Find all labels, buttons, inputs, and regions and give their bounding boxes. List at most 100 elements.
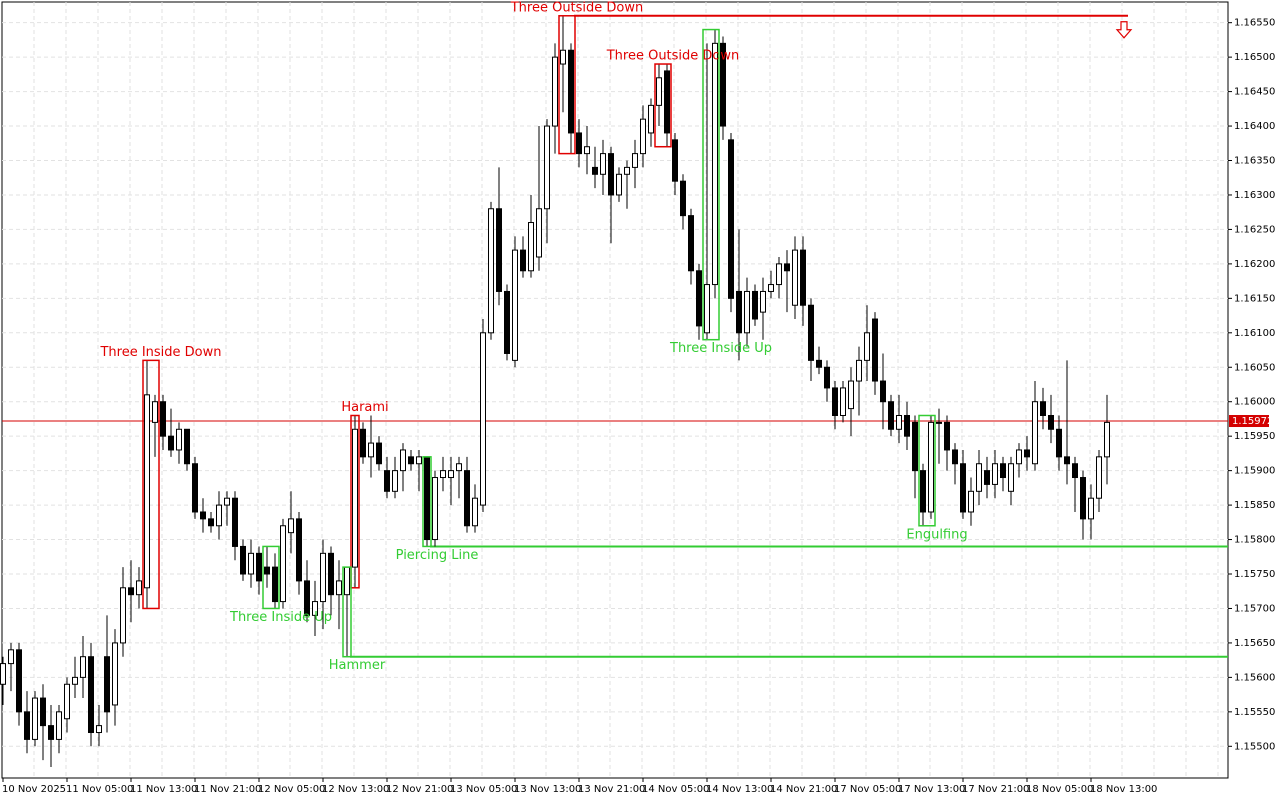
candle-body	[856, 359, 862, 382]
candle-body	[120, 587, 126, 644]
candle-body	[752, 290, 758, 320]
candle-body	[56, 711, 62, 740]
y-tick-label: 1.15950	[1234, 431, 1275, 442]
candle-body	[248, 552, 254, 575]
candle-body	[824, 366, 830, 389]
candle-body	[584, 146, 590, 155]
x-tick-label: 12 Nov 13:00	[322, 784, 389, 795]
candle-body	[1088, 497, 1094, 520]
candle-body	[672, 139, 678, 182]
candle-body	[48, 725, 54, 740]
signal-arrow	[1115, 21, 1133, 39]
candle-body	[952, 449, 958, 465]
pattern-label: Piercing Line	[396, 548, 479, 563]
candle-body	[696, 270, 702, 327]
candle-body	[328, 552, 334, 596]
candle-body	[560, 49, 566, 65]
candle-body	[1016, 449, 1022, 465]
candle-body	[424, 456, 430, 541]
candle-body	[784, 263, 790, 272]
candle-body	[592, 166, 598, 175]
x-tick-label: 14 Nov 05:00	[642, 784, 709, 795]
candle-body	[296, 518, 302, 582]
candle-body	[432, 477, 438, 541]
pattern-label: Three Inside Up	[669, 341, 772, 356]
candle-body	[208, 518, 214, 527]
candle-body	[1000, 463, 1006, 479]
candle-body	[128, 587, 134, 596]
pattern-box	[342, 566, 352, 658]
candle-body	[104, 656, 110, 713]
candle-body	[1008, 463, 1014, 492]
candle-body	[392, 470, 398, 492]
x-tick-label: 14 Nov 13:00	[706, 784, 773, 795]
candle-body	[976, 463, 982, 492]
candle-body	[576, 132, 582, 155]
candle-body	[96, 725, 102, 734]
candle-body	[464, 470, 470, 527]
candle-body	[632, 153, 638, 168]
candle-body	[720, 42, 726, 127]
candle-body	[64, 683, 70, 720]
x-tick-label: 17 Nov 05:00	[834, 784, 901, 795]
candle-body	[360, 428, 366, 458]
candle-body	[240, 545, 246, 575]
x-tick-label: 12 Nov 05:00	[258, 784, 325, 795]
candle-body	[992, 463, 998, 485]
candle-body	[456, 463, 462, 472]
candle-body	[1048, 414, 1054, 430]
candle-body	[1080, 477, 1086, 520]
candle-body	[800, 249, 806, 306]
candle-body	[200, 511, 206, 520]
candle-body	[144, 394, 150, 589]
candle-body	[872, 318, 878, 382]
candle-body	[792, 249, 798, 306]
candle-body	[664, 70, 670, 134]
x-tick-label: 11 Nov 13:00	[130, 784, 197, 795]
candle-body	[680, 180, 686, 217]
x-tick-label: 12 Nov 21:00	[386, 784, 453, 795]
candle-body	[320, 552, 326, 603]
candle-body	[1064, 456, 1070, 465]
y-tick-label: 1.15550	[1234, 707, 1275, 718]
candle-body	[656, 77, 662, 106]
candle-body	[264, 566, 270, 575]
candle-body	[80, 656, 86, 678]
candle-body	[616, 173, 622, 196]
candle-body	[768, 284, 774, 292]
y-tick-label: 1.16400	[1234, 121, 1275, 132]
candle-body	[808, 304, 814, 361]
y-tick-label: 1.15850	[1234, 500, 1275, 511]
candle-body	[8, 649, 14, 665]
candle-body	[968, 490, 974, 513]
candle-body	[1056, 428, 1062, 458]
candle-body	[472, 497, 478, 527]
candle-body	[528, 222, 534, 272]
candle-body	[552, 56, 558, 127]
pattern-box	[422, 456, 432, 548]
y-tick-label: 1.16550	[1234, 18, 1275, 29]
candle-body	[232, 497, 238, 547]
candle-body	[400, 449, 406, 472]
pattern-label: Three Inside Up	[229, 610, 332, 625]
candle-body	[136, 580, 142, 596]
candle-body	[832, 387, 838, 416]
pattern-label: Harami	[341, 400, 388, 415]
candle-body	[216, 504, 222, 527]
candle-body	[256, 552, 262, 582]
candle-body	[112, 642, 118, 706]
y-tick-label: 1.15650	[1234, 638, 1275, 649]
candle-body	[416, 456, 422, 465]
candle-body	[488, 208, 494, 334]
y-tick-label: 1.16300	[1234, 190, 1275, 201]
candle-body	[152, 401, 158, 423]
candle-body	[192, 463, 198, 513]
candle-body	[624, 166, 630, 175]
x-tick-label: 11 Nov 05:00	[66, 784, 133, 795]
candle-body	[888, 401, 894, 430]
pattern-label: Three Outside Down	[510, 0, 644, 15]
candle-body	[72, 676, 78, 685]
y-tick-label: 1.16200	[1234, 259, 1275, 270]
candle-body	[536, 208, 542, 258]
candle-body	[176, 428, 182, 451]
